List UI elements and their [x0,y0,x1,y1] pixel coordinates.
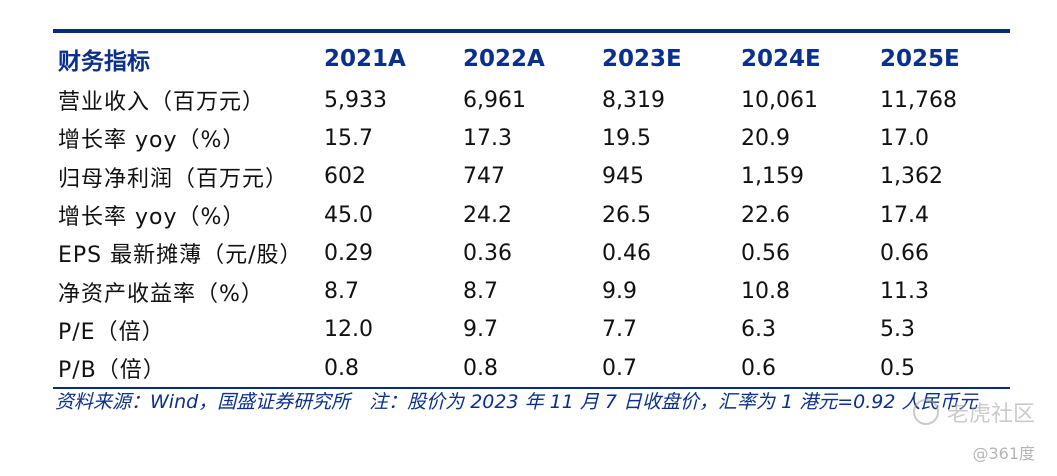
table-cell: 19.5 [602,125,651,151]
table-row: 增长率 yoy（%） 45.0 24.2 26.5 22.6 17.4 [53,196,1015,234]
table-row: 归母净利润（百万元） 602 747 945 1,159 1,362 [53,158,1015,196]
watermark-source: @361度 [972,444,1035,463]
table-row: 增长率 yoy（%） 15.7 17.3 19.5 20.9 17.0 [53,119,1015,157]
table-cell: 602 [324,164,366,190]
row-label: 增长率 yoy（%） [58,128,246,154]
table-cell: 8.7 [324,279,359,305]
header-cell: 财务指标 [58,49,150,75]
table-cell: 0.29 [324,240,373,266]
table-cell: 12.0 [324,317,373,343]
table-cell: 7.7 [602,317,637,343]
table-cell: 0.56 [741,240,790,266]
row-label: 增长率 yoy（%） [58,205,246,231]
table-cell: 22.6 [741,202,790,228]
table-cell: 8,319 [602,87,665,113]
row-label: 营业收入（百万元） [58,90,266,116]
header-cell: 2024E [741,46,821,72]
table-cell: 24.2 [463,202,512,228]
header-cell: 2025E [880,46,960,72]
table-cell: 0.46 [602,240,651,266]
table-cell: 17.0 [880,125,929,151]
table-cell: 10.8 [741,279,790,305]
tiger-logo-icon [912,399,939,425]
table-cell: 1,362 [880,164,943,190]
watermark-brand-text: 老虎社区 [946,402,1035,427]
bottom-rule [53,387,1010,390]
table-cell: 17.4 [880,202,929,228]
table-row: EPS 最新摊薄（元/股） 0.29 0.36 0.46 0.56 0.66 [53,234,1015,272]
table-row: 营业收入（百万元） 5,933 6,961 8,319 10,061 11,76… [53,81,1015,119]
table-cell: 0.66 [880,240,929,266]
table-cell: 10,061 [741,87,818,113]
table-row: P/E（倍） 12.0 9.7 7.7 6.3 5.3 [53,311,1015,349]
table-cell: 11.3 [880,279,929,305]
header-cell: 2021A [324,46,406,72]
row-label: P/B（倍） [58,358,166,384]
table-cell: 0.8 [463,355,498,381]
table-cell: 945 [602,164,644,190]
header-row: 财务指标 2021A 2022A 2023E 2024E 2025E [53,33,1015,81]
table-cell: 6,961 [463,87,526,113]
table-cell: 0.6 [741,355,776,381]
table-cell: 26.5 [602,202,651,228]
table-cell: 0.5 [880,355,915,381]
table-cell: 0.8 [324,355,359,381]
table-cell: 0.36 [463,240,512,266]
table-cell: 15.7 [324,125,373,151]
table-row: 净资产收益率（%） 8.7 8.7 9.9 10.8 11.3 [53,272,1015,310]
table-cell: 8.7 [463,279,498,305]
financial-table-container: 财务指标 2021A 2022A 2023E 2024E 2025E 营业收入（… [53,29,1010,413]
row-label: 归母净利润（百万元） [58,166,289,192]
table-cell: 747 [463,164,505,190]
table-cell: 11,768 [880,87,957,113]
top-rule [53,29,1010,33]
table-cell: 5,933 [324,87,387,113]
table-cell: 9.7 [463,317,498,343]
source-note: 资料来源：Wind，国盛证券研究所 注：股价为 2023 年 11 月 7 日收… [55,391,978,414]
table-cell: 6.3 [741,317,776,343]
row-label: EPS 最新摊薄（元/股） [58,243,303,269]
row-label: P/E（倍） [58,319,165,345]
table-cell: 1,159 [741,164,804,190]
table-cell: 17.3 [463,125,512,151]
header-cell: 2022A [463,46,545,72]
watermark-brand: 老虎社区 [912,396,1035,428]
table-cell: 45.0 [324,202,373,228]
table-cell: 20.9 [741,125,790,151]
table-cell: 5.3 [880,317,915,343]
financial-indicators-table: 财务指标 2021A 2022A 2023E 2024E 2025E 营业收入（… [53,33,1015,387]
table-cell: 9.9 [602,279,637,305]
row-label: 净资产收益率（%） [58,281,264,307]
table-row: P/B（倍） 0.8 0.8 0.7 0.6 0.5 [53,349,1015,387]
header-cell: 2023E [602,46,682,72]
table-cell: 0.7 [602,355,637,381]
